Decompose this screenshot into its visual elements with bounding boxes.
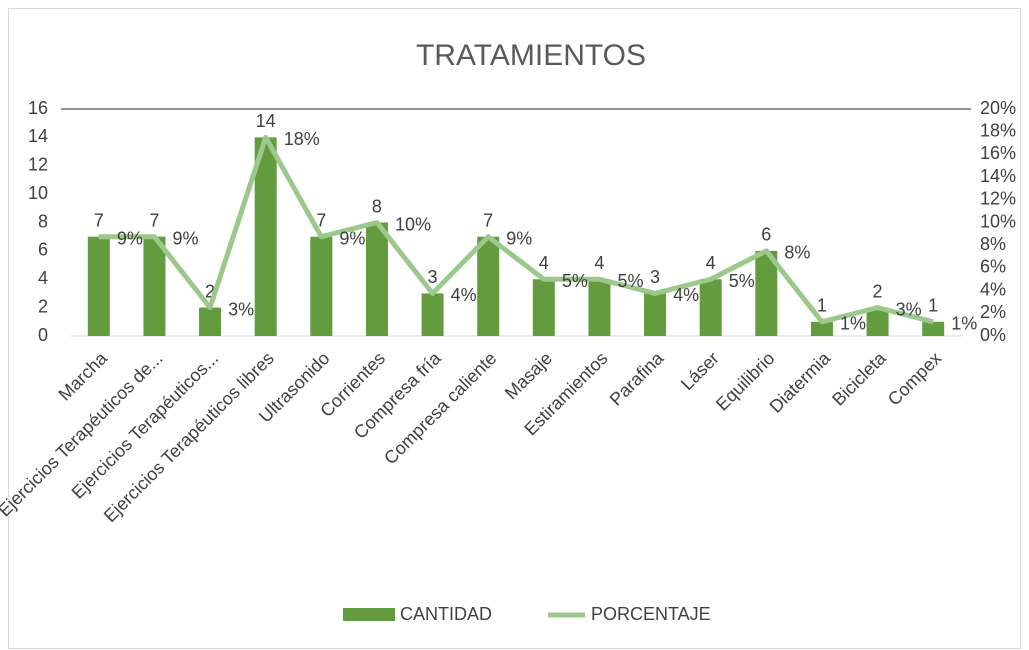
y-tick-label: 6 [38,240,48,260]
y-tick-label: 12 [28,155,48,175]
line-value-label: 1% [840,314,866,334]
line-value-label: 18% [284,129,320,149]
bar [87,236,110,336]
y2-tick-label: 10% [980,211,1016,231]
bar [421,293,444,336]
line-value-label: 3% [896,299,922,319]
y-tick-label: 8 [38,211,48,231]
line-value-label: 10% [395,214,431,234]
bar [922,321,945,336]
y2-tick-label: 12% [980,189,1016,209]
y-tick-label: 4 [38,268,48,288]
bar [755,250,778,336]
bar-value-label: 2 [873,281,883,301]
bar-value-label: 7 [149,210,159,230]
chart-title: TRATAMIENTOS [416,39,646,72]
y2-tick-label: 8% [980,234,1006,254]
y-tick-label: 14 [28,126,48,146]
y2-tick-label: 0% [980,325,1006,345]
y-tick-label: 16 [28,98,48,118]
y2-tick-label: 4% [980,279,1006,299]
bar-value-label: 4 [594,253,604,273]
y2-tick-label: 16% [980,143,1016,163]
line-value-label: 9% [172,228,198,248]
bar-value-label: 2 [205,281,215,301]
line-value-label: 5% [617,271,643,291]
bar [477,236,500,336]
line-value-label: 9% [117,228,143,248]
y-tick-label: 2 [38,296,48,316]
line-value-label: 9% [506,228,532,248]
bar-value-label: 7 [483,210,493,230]
line-value-label: 3% [228,299,254,319]
y2-tick-label: 6% [980,257,1006,277]
y2-tick-label: 14% [980,166,1016,186]
bar-value-label: 8 [372,196,382,216]
legend-label: CANTIDAD [400,604,492,624]
bar-value-label: 3 [428,267,438,287]
legend-swatch [343,608,395,621]
y-tick-label: 10 [28,183,48,203]
bar-value-label: 4 [539,253,549,273]
bar [310,236,333,336]
bar [810,321,833,336]
line-value-label: 8% [784,243,810,263]
bar [699,279,722,336]
line-value-label: 1% [951,314,977,334]
line-value-label: 4% [673,285,699,305]
line-value-label: 4% [451,285,477,305]
y2-tick-label: 2% [980,302,1006,322]
bar-value-label: 3 [650,267,660,287]
bar [532,279,555,336]
bar [199,307,222,336]
bar [644,293,667,336]
line-series [98,134,934,325]
legend-label: PORCENTAJE [591,604,711,624]
bar-value-label: 1 [928,296,938,316]
bar-value-label: 4 [706,253,716,273]
bar-value-label: 7 [94,210,104,230]
bar [143,236,166,336]
y2-tick-label: 20% [980,98,1016,118]
y-tick-label: 0 [38,325,48,345]
line-value-label: 5% [562,271,588,291]
line-value-label: 9% [339,228,365,248]
bar [254,137,277,336]
bar [588,279,611,336]
bar [365,222,388,336]
bar-value-label: 1 [817,296,827,316]
bar-value-label: 14 [256,111,276,131]
chart-border [8,8,1021,649]
bar [866,307,889,336]
bar-value-label: 6 [761,225,771,245]
line-value-label: 5% [729,271,755,291]
bar-value-label: 7 [316,210,326,230]
y2-tick-label: 18% [980,120,1016,140]
